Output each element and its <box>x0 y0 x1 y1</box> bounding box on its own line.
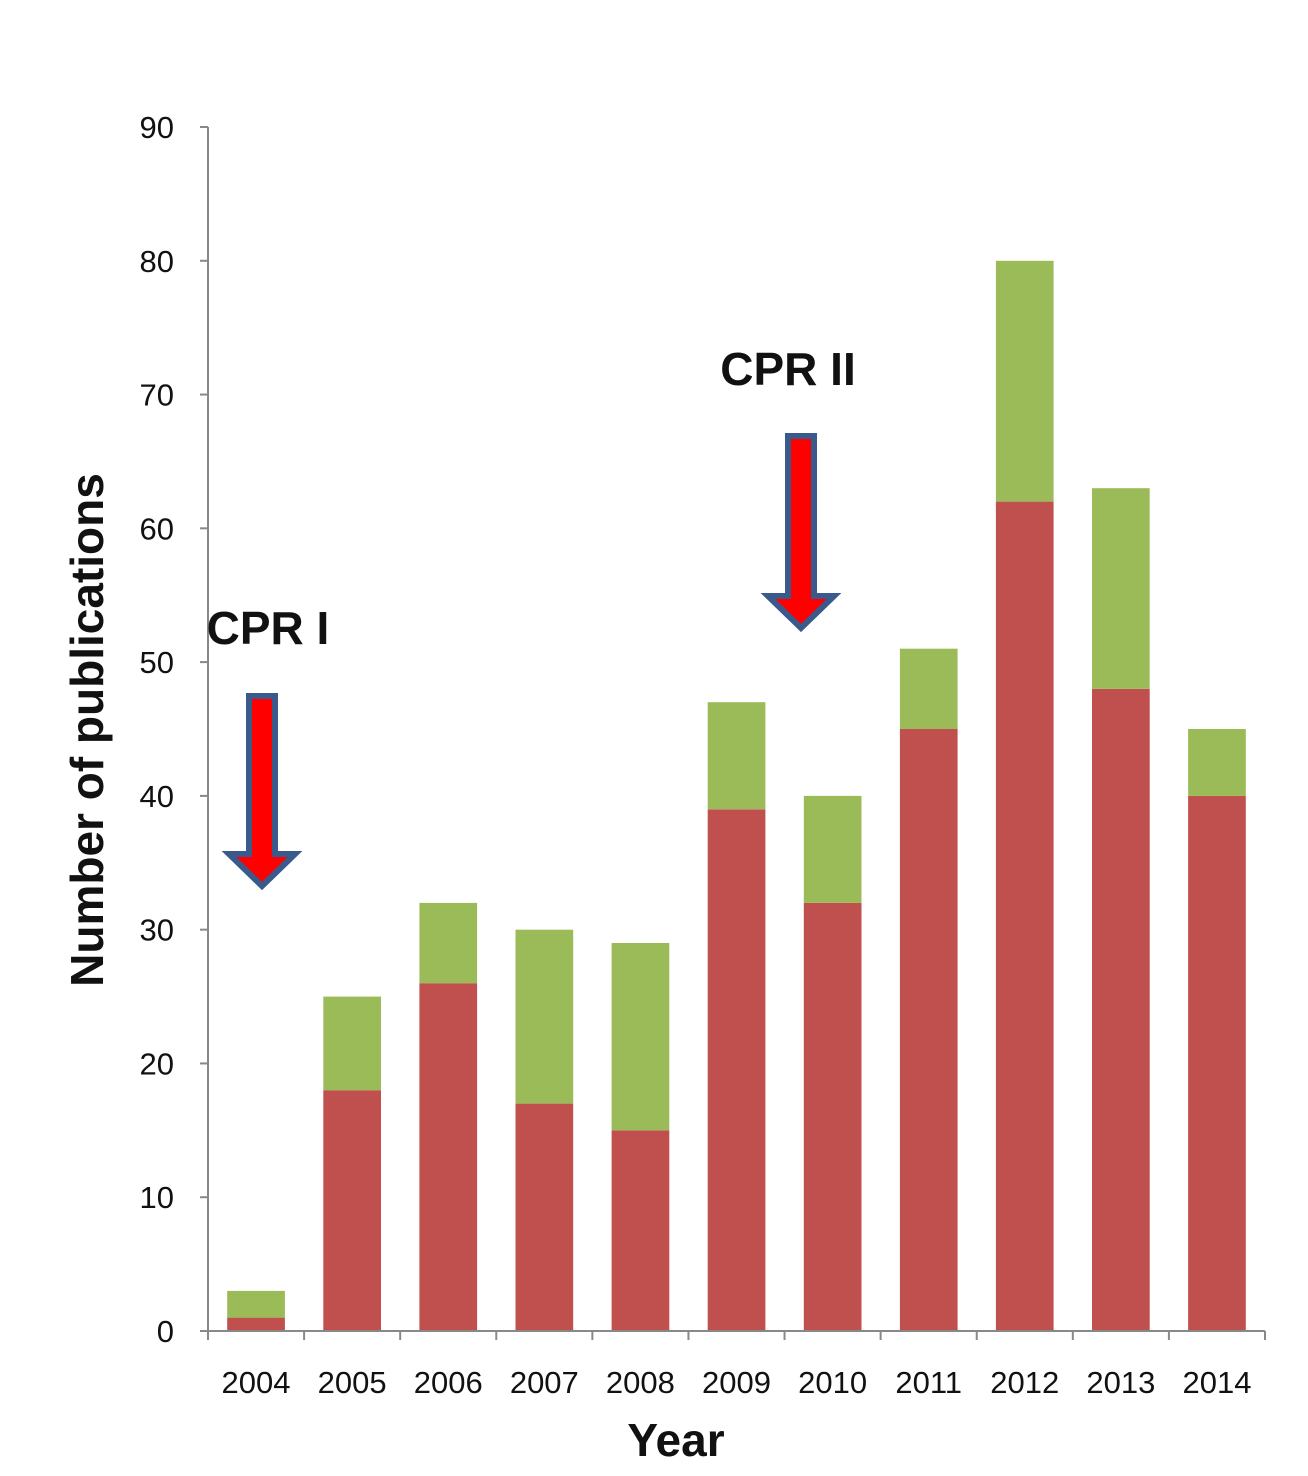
bar-2005-series-2 <box>323 996 381 1091</box>
annotation-label-2: CPR II <box>720 343 855 395</box>
x-tick-label-2004: 2004 <box>222 1365 291 1400</box>
bar-2010-series-1 <box>803 902 862 1331</box>
bar-2007-series-1 <box>515 1103 574 1331</box>
x-tick-label-2007: 2007 <box>510 1365 579 1400</box>
x-tick-label-2005: 2005 <box>318 1365 387 1400</box>
bar-2005-series-1 <box>323 1090 381 1331</box>
y-tick-label-90: 90 <box>140 110 174 145</box>
x-axis-title: Year <box>627 1414 724 1466</box>
bar-2011-series-1 <box>899 729 958 1331</box>
y-tick-label-40: 40 <box>140 779 174 814</box>
x-tick-label-2013: 2013 <box>1086 1365 1155 1400</box>
x-tick-label-2014: 2014 <box>1182 1365 1251 1400</box>
bar-2011-series-2 <box>899 648 958 729</box>
bar-2004-series-1 <box>227 1317 285 1331</box>
bars-layer <box>227 260 1246 1332</box>
bar-2010-series-2 <box>803 795 862 903</box>
bar-2004-series-2 <box>227 1290 285 1318</box>
bar-2008-series-2 <box>611 943 670 1131</box>
x-tick-label-2010: 2010 <box>798 1365 867 1400</box>
bar-2006-series-2 <box>419 902 478 984</box>
x-tick-label-2009: 2009 <box>702 1365 771 1400</box>
bar-2014-series-2 <box>1188 729 1246 796</box>
bar-2013-series-1 <box>1092 688 1150 1331</box>
y-tick-label-80: 80 <box>140 244 174 279</box>
bar-2006-series-1 <box>419 983 478 1331</box>
annotations-layer: CPR I CPR II <box>207 343 856 891</box>
y-tick-label-30: 30 <box>140 913 174 948</box>
y-tick-label-70: 70 <box>140 378 174 413</box>
bar-2009-series-2 <box>707 702 766 810</box>
y-tick-label-50: 50 <box>140 645 174 680</box>
bar-2012-series-1 <box>995 501 1054 1332</box>
annotation-label-1: CPR I <box>207 602 330 654</box>
y-axis-title: Number of publications <box>61 473 113 987</box>
bar-2007-series-2 <box>515 929 574 1104</box>
y-tick-label-20: 20 <box>140 1046 174 1081</box>
y-tick-label-10: 10 <box>140 1180 174 1215</box>
y-tick-label-0: 0 <box>157 1314 174 1349</box>
bar-2012-series-2 <box>995 260 1054 502</box>
bar-2014-series-1 <box>1188 795 1246 1331</box>
x-tick-label-2008: 2008 <box>606 1365 675 1400</box>
axes-layer: 0 10 20 30 40 50 60 70 80 90 2004 2005 2006 2007 2008 2… <box>140 110 1266 1400</box>
y-tick-label-60: 60 <box>140 511 174 546</box>
x-tick-label-2012: 2012 <box>990 1365 1059 1400</box>
x-tick-label-2011: 2011 <box>895 1365 962 1400</box>
bar-2009-series-1 <box>707 809 766 1331</box>
bar-2013-series-2 <box>1092 488 1150 689</box>
x-tick-label-2006: 2006 <box>414 1365 483 1400</box>
bar-2008-series-1 <box>611 1130 670 1331</box>
annotation-arrow-1 <box>221 693 303 891</box>
annotation-arrow-2 <box>760 433 842 633</box>
